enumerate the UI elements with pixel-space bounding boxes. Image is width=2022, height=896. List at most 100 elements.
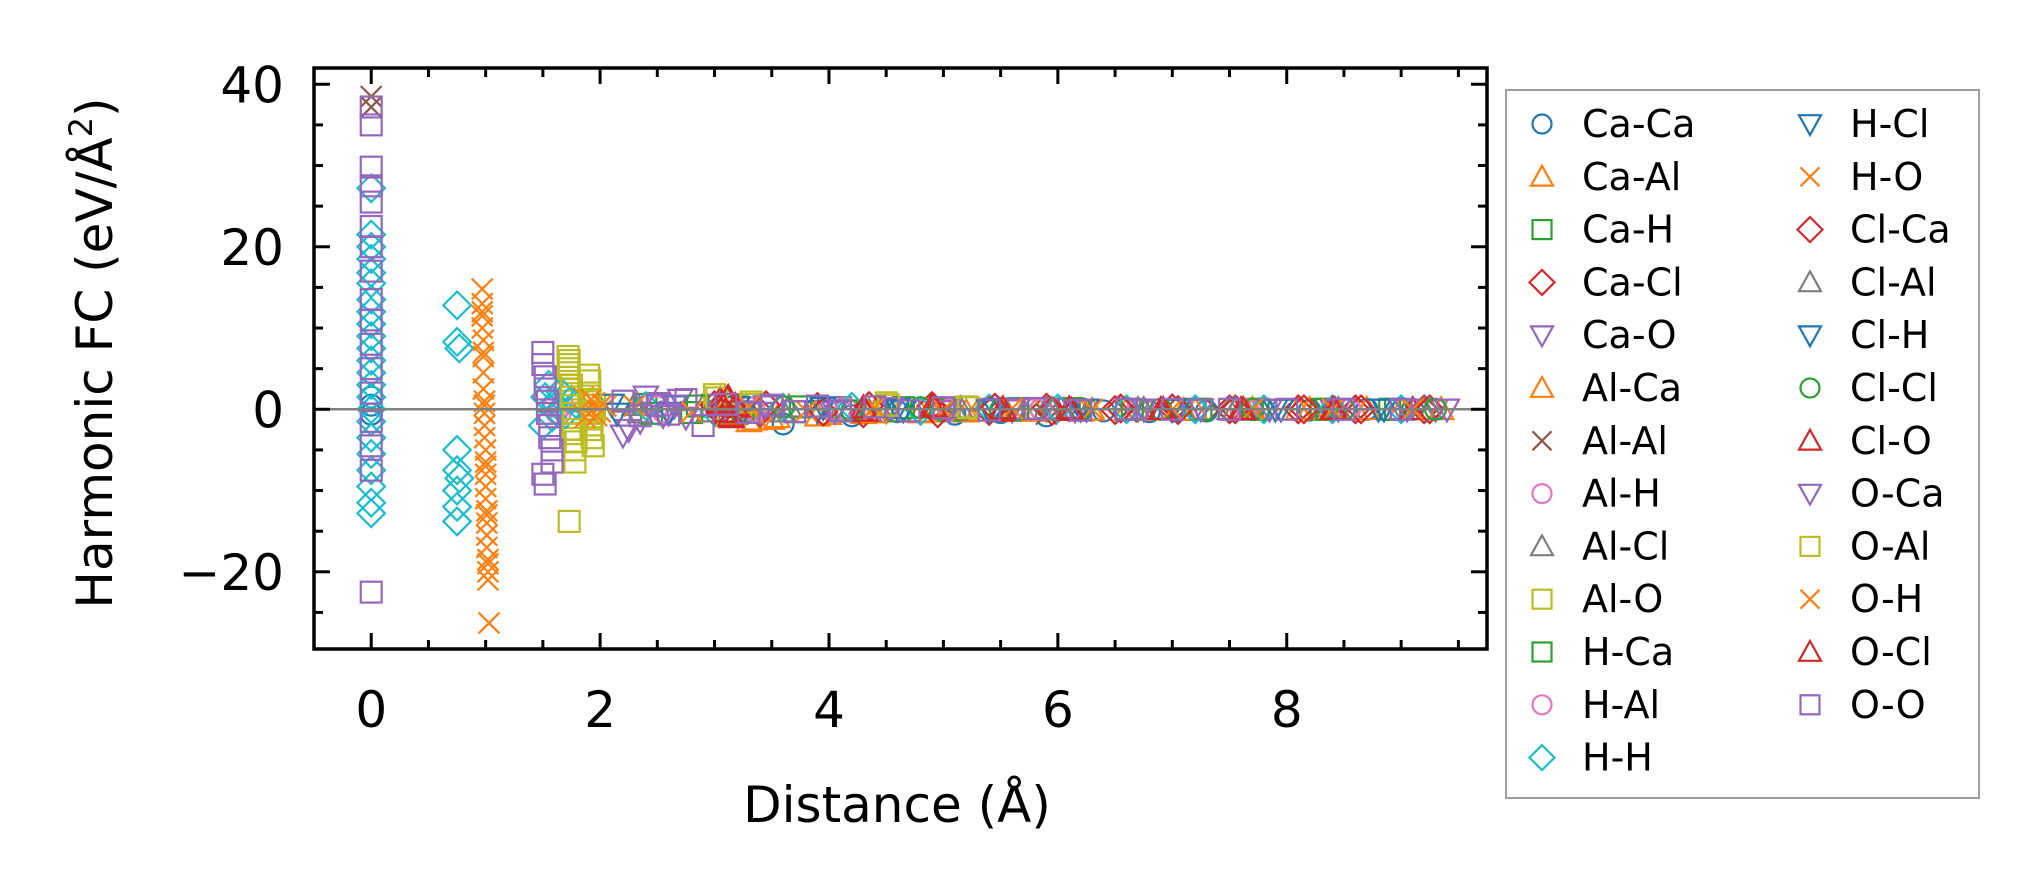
legend-label: O-O: [1850, 683, 1926, 727]
point-H-O: [473, 402, 496, 425]
legend-marker-H-Al: [1531, 694, 1553, 716]
point-O-Al: [564, 430, 588, 454]
point-H-O: [474, 475, 497, 498]
legend-marker-H-Cl: [1797, 114, 1823, 138]
legend-marker-O-O: [1799, 694, 1821, 716]
legend-marker-Al-Cl: [1529, 533, 1555, 557]
point-O-H: [474, 454, 497, 478]
legend-marker-Al-Al: [1531, 430, 1553, 452]
axis-labels: Distance (Å) Harmonic FC (eV/Å2): [62, 97, 1051, 834]
legend-label: Al-Cl: [1582, 524, 1669, 568]
legend-entry-H-H: H-H: [1527, 736, 1653, 780]
point-Ca-Cl: [1282, 393, 1314, 425]
point-H-O: [470, 292, 494, 315]
legend-label: Al-Ca: [1582, 366, 1682, 410]
point-H-H: [1111, 393, 1142, 425]
point-H-H: [355, 308, 387, 340]
point-H-H: [355, 369, 387, 401]
point-Al-O: [581, 434, 605, 458]
point-O-O: [531, 340, 555, 364]
point-Al-O: [557, 509, 581, 533]
point-O-Al: [559, 373, 584, 397]
point-O-H: [470, 300, 494, 324]
point-H-O: [475, 511, 499, 535]
point-O-O: [359, 174, 383, 198]
legend-label: Cl-Ca: [1850, 208, 1951, 252]
legend: Ca-Ca Ca-Al Ca-H Ca-Cl Ca-O Al-Ca Al-Al Al-H Al-…: [1505, 89, 1980, 799]
point-O-O: [737, 400, 761, 425]
legend-entry-Cl-Ca: Cl-Ca: [1795, 208, 1951, 252]
legend-entry-H-Al: H-Al: [1531, 683, 1660, 727]
point-O-H: [476, 552, 500, 575]
point-H-H: [1248, 393, 1280, 425]
legend-label: Ca-Cl: [1582, 260, 1683, 304]
point-O-Cl: [988, 394, 1017, 420]
point-O-O: [359, 308, 383, 332]
legend-marker-O-Cl: [1797, 638, 1823, 662]
y-tick-label: 20: [220, 219, 284, 277]
point-H-O: [477, 611, 501, 635]
legend-entry-H-O: H-O: [1799, 155, 1923, 199]
legend-marker-H-Ca: [1531, 641, 1553, 663]
point-H-H: [355, 172, 387, 204]
point-O-O: [359, 381, 383, 405]
point-O-Ca: [631, 385, 660, 411]
legend-label: Ca-H: [1582, 208, 1674, 252]
point-O-Al: [559, 385, 584, 409]
point-Cl-Ca: [1036, 395, 1068, 427]
point-H-O: [472, 345, 495, 368]
series-Al-O: [556, 344, 978, 533]
point-Cl-Ca: [1105, 393, 1137, 424]
point-O-H: [579, 388, 603, 411]
legend-box: [1505, 89, 1980, 799]
legend-entry-O-H: O-H: [1799, 577, 1923, 621]
legend-marker-H-H: [1527, 743, 1557, 772]
legend-entry-H-Ca: H-Ca: [1531, 630, 1674, 674]
legend-entry-O-O: O-O: [1799, 683, 1926, 727]
legend-entry-Cl-O: Cl-O: [1797, 419, 1932, 463]
legend-label: O-Cl: [1850, 630, 1932, 674]
legend-marker-Cl-O: [1797, 427, 1823, 451]
x-tick-label: 6: [1042, 681, 1074, 739]
point-H-H: [355, 296, 387, 328]
legend-label: O-Al: [1850, 524, 1930, 568]
legend-label: O-Ca: [1850, 472, 1945, 516]
legend-marker-Ca-Al: [1529, 163, 1555, 187]
point-O-O: [538, 413, 562, 438]
legend-marker-O-Ca: [1797, 483, 1823, 507]
point-H-H: [355, 438, 387, 470]
point-O-H: [680, 400, 703, 423]
point-O-O: [359, 235, 383, 259]
point-O-O: [359, 113, 383, 137]
point-O-H: [473, 393, 496, 417]
series-O-H: [470, 300, 1424, 575]
point-O-O: [535, 389, 560, 413]
point-O-Cl: [920, 392, 949, 418]
point-Ca-O: [609, 424, 637, 450]
legend-entry-Al-Al: Al-Al: [1531, 419, 1668, 463]
data-marks: [355, 85, 1461, 635]
point-H-H: [355, 243, 387, 275]
legend-entry-Cl-Cl: Cl-Cl: [1799, 366, 1938, 410]
legend-entry-Al-Ca: Al-Ca: [1529, 366, 1682, 410]
legend-marker-Cl-Ca: [1795, 215, 1825, 244]
legend-label: Ca-Ca: [1582, 102, 1695, 146]
legend-marker-O-Al: [1799, 535, 1821, 558]
point-H-H: [444, 463, 475, 494]
point-O-O: [359, 409, 383, 434]
point-Cl-Ca: [1345, 393, 1377, 425]
legend-label: H-O: [1850, 155, 1923, 199]
point-O-O: [714, 392, 738, 416]
legend-entry-H-Cl: H-Cl: [1797, 102, 1929, 146]
legend-entry-Ca-O: Ca-O: [1529, 313, 1677, 357]
legend-marker-Al-H: [1531, 483, 1553, 505]
legend-label: H-Ca: [1582, 630, 1674, 674]
point-H-O: [472, 361, 495, 384]
y-axis-label: Harmonic FC (eV/Å2): [62, 97, 124, 608]
y-tick-label: 40: [220, 56, 284, 114]
x-tick-label: 2: [584, 681, 616, 739]
point-H-H: [441, 491, 473, 523]
point-H-H: [355, 357, 387, 389]
point-O-Al: [580, 426, 604, 450]
